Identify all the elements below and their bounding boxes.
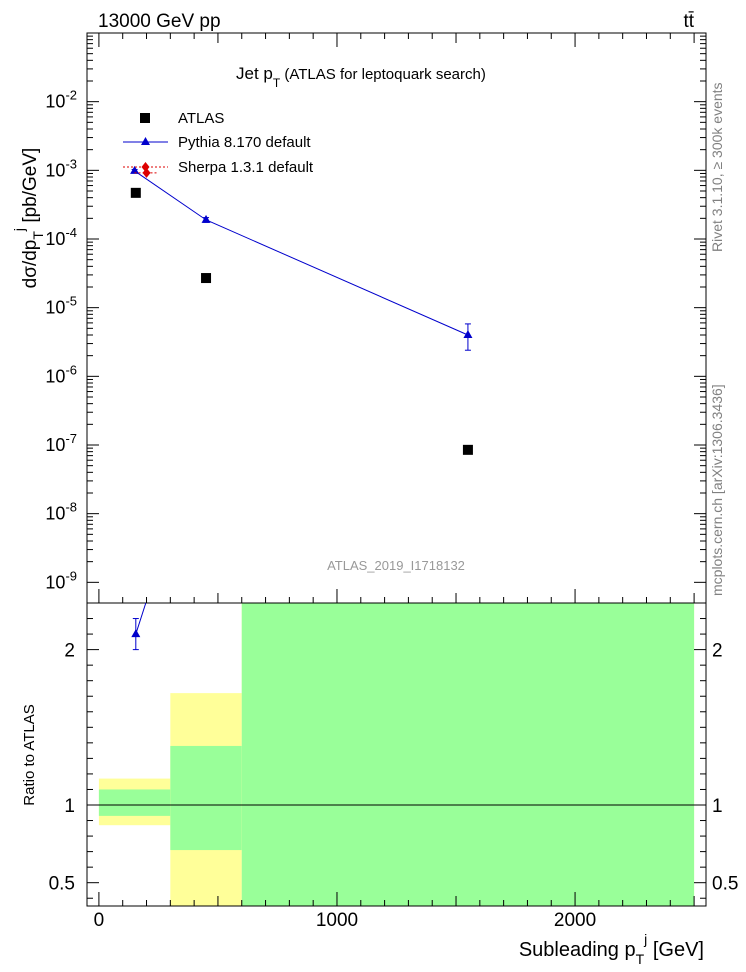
ratio-tick-label-right: 1 bbox=[712, 796, 723, 817]
atlas-point bbox=[462, 444, 473, 455]
plot-title: Jet pT (ATLAS for leptoquark search) bbox=[236, 64, 486, 90]
legend-pythia-label: Pythia 8.170 default bbox=[178, 134, 311, 151]
ratio-band-green-0 bbox=[98, 789, 171, 816]
atlas-point bbox=[130, 187, 141, 198]
legend-sherpa-marker bbox=[141, 162, 150, 172]
x-tick-label: 0 bbox=[94, 910, 105, 931]
legend-pythia-marker bbox=[141, 137, 150, 145]
legend-atlas-label: ATLAS bbox=[178, 110, 224, 127]
legend: ATLAS Pythia 8.170 default Sherpa 1.3.1 … bbox=[123, 110, 314, 176]
y-tick-label: 10-4 bbox=[45, 225, 77, 249]
header-left: 13000 GeV pp bbox=[98, 11, 221, 32]
rivet-label: Rivet 3.1.10, ≥ 300k events bbox=[709, 82, 725, 252]
ratio-axis-label: Ratio to ATLAS bbox=[21, 704, 38, 805]
ratio-band-green-1 bbox=[170, 745, 242, 851]
header-right: tt̄ bbox=[683, 11, 694, 32]
y-tick-label: 10-5 bbox=[45, 294, 77, 318]
y-tick-label: 10-3 bbox=[45, 156, 77, 180]
y-tick-label: 10-2 bbox=[45, 88, 77, 112]
pythia-point bbox=[463, 329, 473, 338]
analysis-id: ATLAS_2019_I1718132 bbox=[327, 558, 465, 573]
y-tick-label: 10-8 bbox=[45, 500, 77, 524]
legend-atlas-marker bbox=[140, 113, 150, 123]
ratio-pythia-line bbox=[135, 602, 147, 635]
x-axis-label: Subleading pTj [GeV] bbox=[519, 931, 704, 967]
ratio-pythia-point bbox=[131, 629, 141, 638]
ratio-tick-label-right: 0.5 bbox=[712, 874, 738, 895]
ratio-band-green-2 bbox=[241, 603, 695, 906]
legend-sherpa-label: Sherpa 1.3.1 default bbox=[178, 159, 314, 176]
ratio-tick-label-right: 2 bbox=[712, 641, 723, 662]
y-tick-label: 10-7 bbox=[45, 431, 77, 455]
x-tick-label: 2000 bbox=[554, 910, 596, 931]
pythia-point bbox=[130, 165, 140, 174]
atlas-point bbox=[201, 273, 212, 284]
x-tick-label: 1000 bbox=[316, 910, 358, 931]
y-tick-label: 10-9 bbox=[45, 568, 77, 592]
y-tick-label: 10-6 bbox=[45, 362, 77, 386]
ratio-tick-label-left: 2 bbox=[64, 641, 75, 662]
pythia-line bbox=[134, 170, 469, 336]
ratio-tick-label-left: 0.5 bbox=[49, 874, 75, 895]
mcplots-label: mcplots.cern.ch [arXiv:1306.3436] bbox=[709, 384, 725, 596]
ratio-tick-label-left: 1 bbox=[64, 796, 75, 817]
ratio-frame bbox=[86, 602, 707, 907]
y-axis-label: dσ/dpTj [pb/GeV] bbox=[11, 148, 46, 289]
pythia-point bbox=[201, 214, 211, 223]
